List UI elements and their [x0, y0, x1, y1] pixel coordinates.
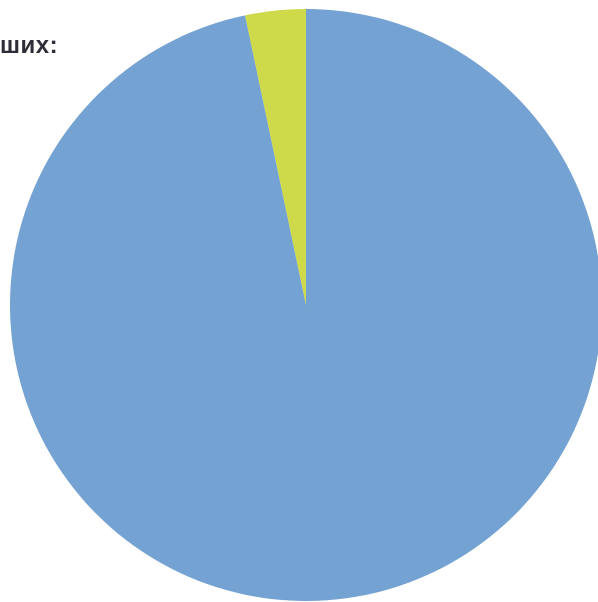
pie-slice-1 — [245, 9, 306, 305]
chart-heading: ших: — [0, 32, 59, 59]
pie-slice-0 — [10, 9, 598, 601]
